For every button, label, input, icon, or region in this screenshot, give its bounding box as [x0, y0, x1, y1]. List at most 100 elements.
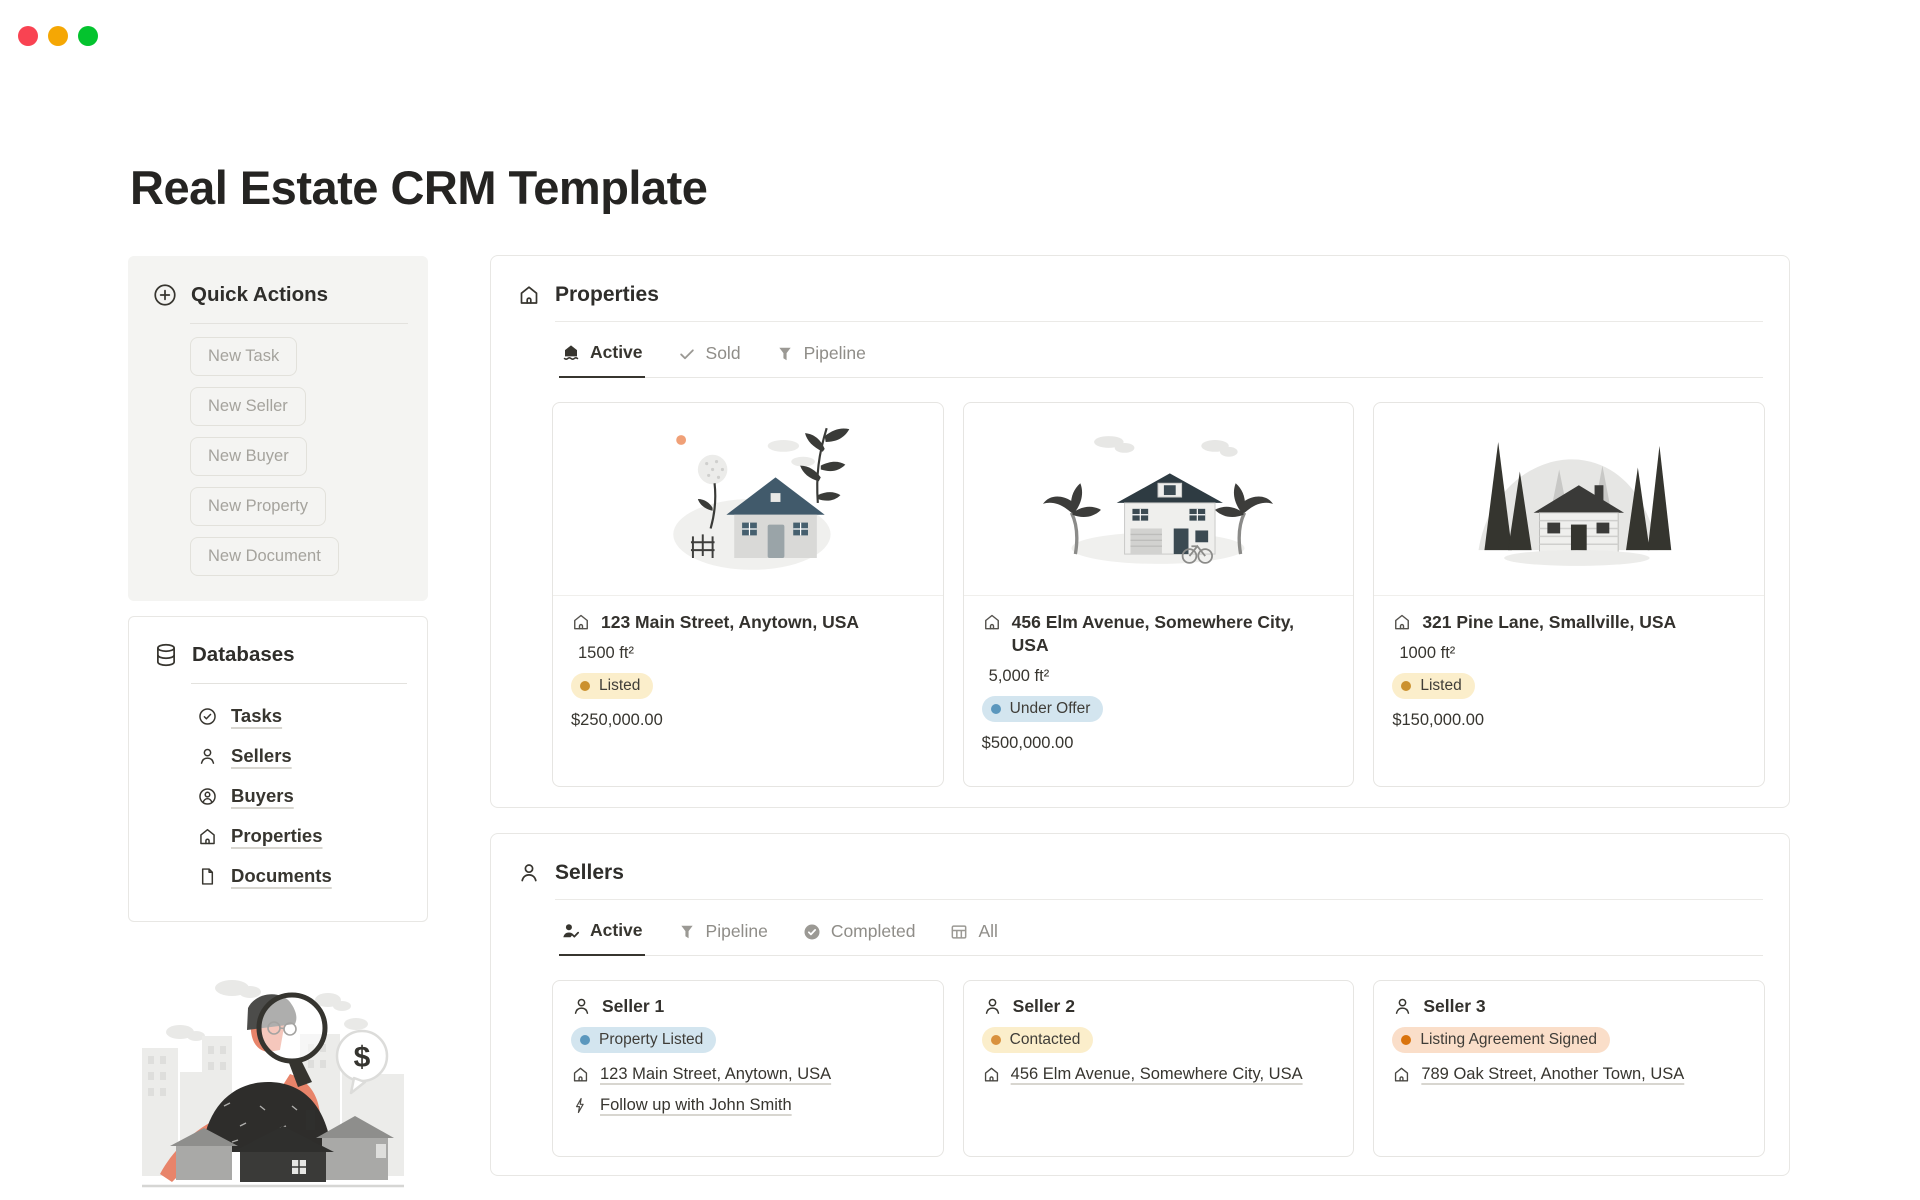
seller-property-link[interactable]: 789 Oak Street, Another Town, USA [1392, 1065, 1746, 1084]
seller-property-link[interactable]: 456 Elm Avenue, Somewhere City, USA [982, 1065, 1336, 1084]
properties-section: Properties Active Sold Pipeline [490, 255, 1790, 808]
property-image-1 [553, 403, 943, 596]
sellers-section: Sellers Active Pipeline Completed [490, 833, 1790, 1176]
page-title: Real Estate CRM Template [130, 161, 708, 214]
divider [555, 321, 1763, 322]
cottage-illustration [673, 427, 850, 570]
status-label: Property Listed [599, 1031, 704, 1048]
property-size: 1500 ft² [578, 643, 634, 662]
property-price: $150,000.00 [1392, 710, 1485, 729]
seller-property-link[interactable]: 123 Main Street, Anytown, USA [571, 1065, 925, 1084]
sidebar-item-sellers[interactable]: Sellers [153, 736, 407, 776]
property-card-3[interactable]: 321 Pine Lane, Smallville, USA 1000 ft² … [1373, 402, 1765, 787]
status-label: Listing Agreement Signed [1420, 1031, 1597, 1048]
close-window-button[interactable] [18, 26, 38, 46]
new-seller-button[interactable]: New Seller [190, 387, 306, 426]
sellers-link-label: Sellers [231, 745, 292, 766]
lightning-icon [575, 1097, 584, 1114]
seller-name: Seller 2 [1012, 996, 1075, 1016]
property-card-2[interactable]: 456 Elm Avenue, Somewhere City, USA 5,00… [962, 402, 1355, 787]
property-image-3 [1374, 403, 1764, 596]
property-address: 321 Pine Lane, Smallville, USA [1392, 611, 1746, 634]
documents-link-label: Documents [231, 865, 332, 886]
status-badge: Property Listed [571, 1027, 717, 1053]
house-icon [984, 614, 999, 630]
property-size: 5,000 ft² [988, 666, 1050, 685]
divider [190, 323, 408, 324]
person-circle-icon [199, 787, 216, 805]
status-label: Listed [599, 676, 641, 694]
status-badge: Listed [1392, 672, 1475, 699]
tab-sellers-all[interactable]: All [947, 916, 999, 956]
property-address-text: 321 Pine Lane, Smallville, USA [1422, 612, 1677, 632]
sidebar-item-properties[interactable]: Properties [153, 816, 407, 856]
check-icon [679, 348, 694, 359]
status-badge: Under Offer [981, 695, 1104, 722]
seller-card-3[interactable]: Seller 3 Listing Agreement Signed 789 Oa… [1373, 980, 1765, 1157]
tab-sellers-completed[interactable]: Completed [800, 916, 918, 956]
house-icon [573, 1067, 588, 1082]
seller-task-text: Follow up with John Smith [600, 1096, 792, 1114]
sidebar-item-tasks[interactable]: Tasks [153, 696, 407, 736]
tab-properties-sold[interactable]: Sold [675, 338, 743, 378]
new-task-button[interactable]: New Task [190, 337, 298, 376]
status-label: Contacted [1009, 1031, 1081, 1048]
property-address: 123 Main Street, Anytown, USA [571, 611, 925, 634]
tab-sellers-active[interactable]: Active [559, 916, 645, 956]
sellers-header: Sellers [491, 834, 1789, 885]
person-icon [574, 998, 589, 1014]
properties-tabstrip: Active Sold Pipeline [559, 338, 1763, 378]
status-dot [1401, 680, 1412, 691]
tab-label: All [978, 921, 998, 941]
tab-sellers-pipeline[interactable]: Pipeline [675, 916, 770, 956]
minimize-window-button[interactable] [48, 26, 68, 46]
funnel-icon [680, 925, 693, 938]
seller-name-row: Seller 2 [982, 996, 1336, 1017]
divider [555, 899, 1763, 900]
tab-label: Active [590, 342, 643, 362]
maximize-window-button[interactable] [78, 26, 98, 46]
person-icon [1396, 998, 1410, 1014]
status-dot [1401, 1035, 1412, 1045]
quick-actions-title: Quick Actions [191, 283, 329, 306]
status-dot [990, 703, 1001, 714]
check-circle-filled-icon [804, 924, 820, 939]
buyers-link-label: Buyers [231, 785, 294, 806]
tab-properties-active[interactable]: Active [559, 338, 645, 378]
sidebar-item-documents[interactable]: Documents [153, 856, 407, 896]
realtor-search-illustration: $ [142, 980, 404, 1188]
document-icon [201, 867, 214, 885]
new-property-button[interactable]: New Property [190, 487, 326, 526]
seller-task-link[interactable]: Follow up with John Smith [571, 1096, 925, 1115]
seller-card-2[interactable]: Seller 2 Contacted 456 Elm Avenue, Somew… [962, 980, 1355, 1157]
check-circle-icon [199, 707, 216, 725]
status-badge: Listing Agreement Signed [1392, 1027, 1610, 1053]
person-icon [200, 748, 215, 764]
house-icon [200, 828, 215, 844]
property-card-1[interactable]: 123 Main Street, Anytown, USA 1500 ft² L… [552, 402, 944, 787]
sidebar-item-buyers[interactable]: Buyers [153, 776, 407, 816]
person-icon [521, 864, 537, 882]
tab-label: Active [590, 920, 643, 940]
seller-name: Seller 1 [602, 996, 665, 1016]
house-flood-icon [563, 344, 579, 360]
databases-header: Databases [153, 642, 407, 668]
property-price: $250,000.00 [571, 710, 663, 729]
tab-label: Completed [830, 921, 916, 941]
status-label: Under Offer [1009, 699, 1091, 717]
property-size: 1000 ft² [1399, 643, 1456, 662]
quick-actions-panel: Quick Actions New Task New Seller New Bu… [128, 256, 428, 601]
properties-link-label: Properties [231, 825, 323, 846]
house-icon [1395, 1067, 1409, 1082]
status-dot [990, 1035, 1001, 1045]
house-icon [520, 286, 538, 304]
new-document-button[interactable]: New Document [190, 537, 339, 576]
new-buyer-button[interactable]: New Buyer [190, 437, 307, 476]
tab-properties-pipeline[interactable]: Pipeline [773, 338, 868, 378]
property-image-2 [963, 403, 1354, 596]
house-icon [574, 614, 588, 630]
property-address-text: 456 Elm Avenue, Somewhere City, USA [1011, 612, 1295, 655]
seller-card-1[interactable]: Seller 1 Property Listed 123 Main Street… [552, 980, 944, 1157]
house-icon [1395, 614, 1410, 630]
seller-property-address: 789 Oak Street, Another Town, USA [1421, 1065, 1685, 1083]
